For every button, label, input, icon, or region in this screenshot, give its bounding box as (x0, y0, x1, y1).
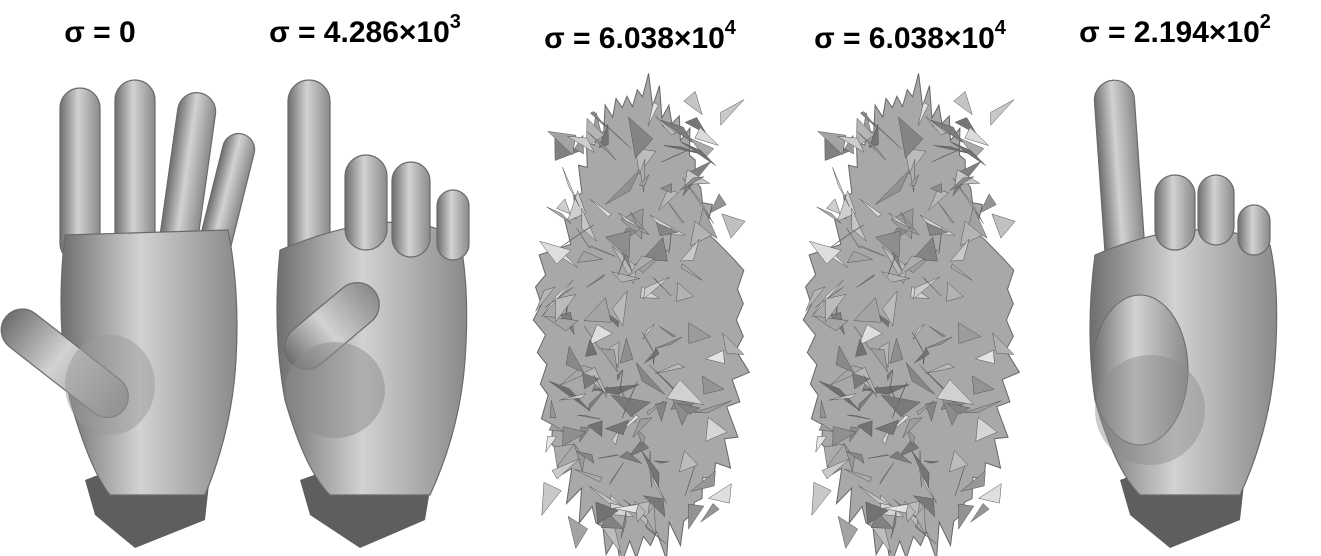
noisy-mesh (533, 73, 749, 556)
mesh-shard (838, 516, 858, 548)
finger (437, 190, 469, 260)
panel-label: σ = 0 (64, 16, 135, 49)
label-text: σ = 0 (64, 16, 135, 49)
mesh-shard (556, 199, 570, 214)
panel-label: σ = 2.194×102 (1079, 11, 1271, 49)
mesh-shard (980, 194, 996, 213)
noisy-mesh (803, 73, 1019, 556)
finger (115, 80, 155, 255)
hand-render (0, 80, 258, 548)
mesh-shard (568, 516, 588, 548)
mesh-shard (812, 482, 831, 515)
finger (392, 162, 430, 257)
mesh-shard (688, 504, 703, 529)
shade (285, 342, 385, 438)
label-text: σ = 4.286×10 (269, 16, 450, 49)
mesh-shard (684, 91, 703, 114)
shade (65, 335, 155, 435)
hand-render (276, 80, 469, 548)
mesh-shard (542, 482, 561, 515)
mesh-shard (954, 91, 973, 114)
page: σ = 0 σ = 4.286×103 σ = 6.038×104 σ = 6.… (0, 0, 1321, 556)
label-exponent: 2 (1260, 11, 1271, 33)
finger (1238, 205, 1270, 255)
panel-label: σ = 6.038×104 (814, 17, 1007, 55)
mesh-shard (991, 100, 1014, 126)
finger (345, 155, 387, 250)
label-text: σ = 6.038×10 (544, 22, 725, 55)
panel-label: σ = 4.286×103 (269, 11, 461, 49)
label-text: σ = 2.194×10 (1079, 16, 1260, 49)
mesh-shard (826, 199, 840, 214)
mesh-shard (721, 100, 744, 126)
panel-label: σ = 6.038×104 (544, 17, 737, 55)
mesh-shard (710, 194, 726, 213)
mesh-shard (992, 214, 1015, 238)
label-exponent: 4 (725, 17, 737, 39)
hand-render (1090, 79, 1277, 548)
label-exponent: 4 (995, 17, 1007, 39)
label-exponent: 3 (450, 11, 461, 33)
figure: σ = 0 σ = 4.286×103 σ = 6.038×104 σ = 6.… (0, 0, 1321, 556)
shade (1095, 355, 1205, 465)
label-text: σ = 6.038×10 (814, 22, 995, 55)
mesh-shard (722, 214, 745, 238)
finger (1198, 175, 1234, 245)
mesh-shard (958, 504, 973, 529)
finger (1155, 175, 1195, 250)
